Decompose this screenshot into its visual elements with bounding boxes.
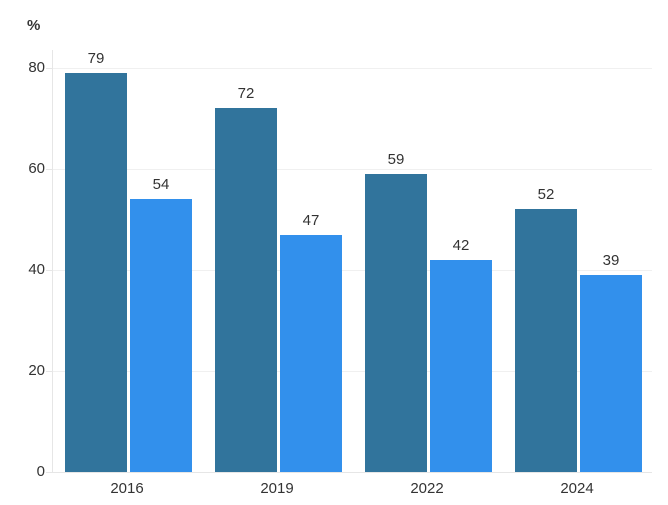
y-tick-mark-40 bbox=[46, 270, 52, 271]
bar-value-label-2024-series2: 39 bbox=[602, 252, 620, 269]
gridline-60 bbox=[52, 169, 652, 170]
y-tick-label-40: 40 bbox=[28, 261, 45, 278]
x-tick-label-2016: 2016 bbox=[110, 480, 144, 497]
y-tick-mark-80 bbox=[46, 68, 52, 69]
y-tick-label-20: 20 bbox=[28, 362, 45, 379]
bar-2024-series2[interactable] bbox=[580, 275, 642, 472]
bar-value-label-2024-series1: 52 bbox=[537, 186, 555, 203]
bar-value-label-2016-series1: 79 bbox=[87, 50, 105, 67]
bar-value-label-2019-series2: 47 bbox=[302, 212, 320, 229]
y-tick-mark-0 bbox=[46, 472, 52, 473]
x-tick-label-2022: 2022 bbox=[410, 480, 444, 497]
bar-2022-series2[interactable] bbox=[430, 260, 492, 472]
y-tick-label-80: 80 bbox=[28, 59, 45, 76]
bar-value-label-2016-series2: 54 bbox=[152, 176, 170, 193]
bar-2024-series1[interactable] bbox=[515, 209, 577, 472]
gridline-80 bbox=[52, 68, 652, 69]
gridline-40 bbox=[52, 270, 652, 271]
y-axis-unit-label: % bbox=[27, 17, 41, 34]
bar-2016-series1[interactable] bbox=[65, 73, 127, 472]
bar-value-label-2022-series2: 42 bbox=[452, 237, 470, 254]
y-tick-label-60: 60 bbox=[28, 160, 45, 177]
bar-2019-series2[interactable] bbox=[280, 235, 342, 472]
y-tick-label-0: 0 bbox=[36, 463, 45, 480]
y-axis-line bbox=[52, 50, 53, 472]
bar-2019-series1[interactable] bbox=[215, 108, 277, 472]
bar-value-label-2019-series1: 72 bbox=[237, 85, 255, 102]
x-tick-label-2019: 2019 bbox=[260, 480, 294, 497]
bar-2022-series1[interactable] bbox=[365, 174, 427, 472]
bar-2016-series2[interactable] bbox=[130, 199, 192, 472]
y-tick-mark-20 bbox=[46, 371, 52, 372]
gridline-0 bbox=[52, 472, 652, 473]
gridline-20 bbox=[52, 371, 652, 372]
bar-value-label-2022-series1: 59 bbox=[387, 151, 405, 168]
y-tick-mark-60 bbox=[46, 169, 52, 170]
x-tick-label-2024: 2024 bbox=[560, 480, 594, 497]
